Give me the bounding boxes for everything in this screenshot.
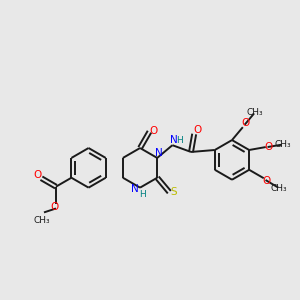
Text: O: O <box>51 202 59 212</box>
Text: N: N <box>155 148 163 158</box>
Text: CH₃: CH₃ <box>270 184 287 193</box>
Text: O: O <box>149 126 158 136</box>
Text: H: H <box>176 136 183 145</box>
Text: O: O <box>265 142 273 152</box>
Text: O: O <box>262 176 271 186</box>
Text: CH₃: CH₃ <box>246 108 263 117</box>
Text: N: N <box>169 135 177 145</box>
Text: H: H <box>139 190 145 199</box>
Text: O: O <box>33 170 41 180</box>
Text: S: S <box>170 187 177 197</box>
Text: CH₃: CH₃ <box>274 140 291 149</box>
Text: O: O <box>242 118 250 128</box>
Text: O: O <box>193 125 201 135</box>
Text: N: N <box>131 184 139 194</box>
Text: CH₃: CH₃ <box>34 216 50 225</box>
